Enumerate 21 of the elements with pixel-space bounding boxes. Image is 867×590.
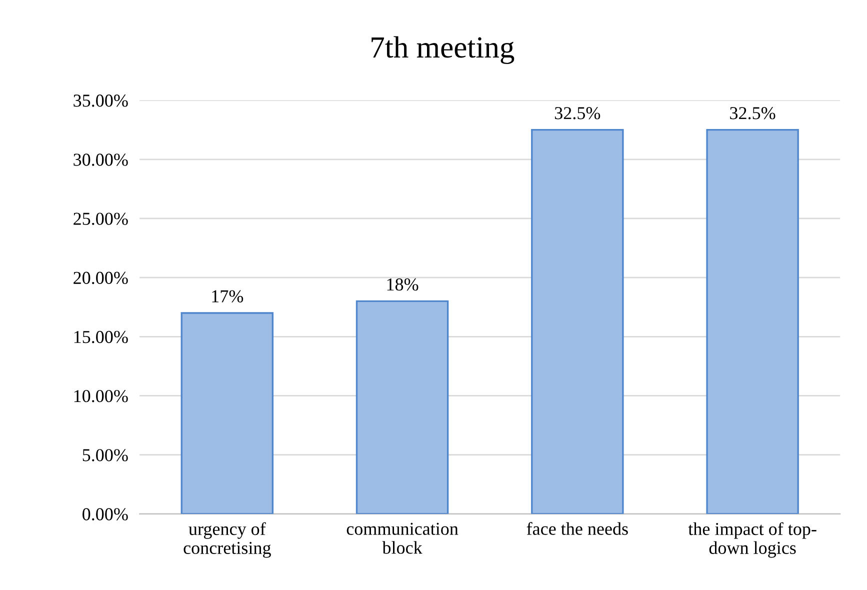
y-tick-label: 10.00%: [74, 390, 128, 402]
x-tick-label: communication block: [346, 522, 458, 554]
x-tick-label: urgency of concretising: [184, 522, 271, 558]
data-label: 32.5%: [554, 107, 600, 120]
y-tick-label: 35.00%: [74, 94, 128, 107]
y-tick-label: 5.00%: [82, 449, 128, 462]
bar: [531, 129, 624, 514]
y-tick-label: 20.00%: [74, 272, 128, 284]
data-label: 17%: [212, 290, 244, 302]
y-tick-label: 25.00%: [74, 212, 128, 225]
chart-title: 7th meeting: [372, 36, 514, 64]
y-tick-label: 30.00%: [74, 154, 128, 166]
data-label: 18%: [387, 278, 418, 291]
bar: [356, 300, 449, 514]
data-label: 32.5%: [730, 107, 776, 120]
x-tick-label: face the needs: [526, 522, 628, 535]
x-tick-label: the impact of top- down logics: [688, 522, 816, 558]
y-tick-label: 15.00%: [74, 330, 128, 344]
y-tick-label: 0.00%: [82, 508, 128, 520]
bar: [180, 312, 274, 514]
bar: [706, 129, 799, 514]
